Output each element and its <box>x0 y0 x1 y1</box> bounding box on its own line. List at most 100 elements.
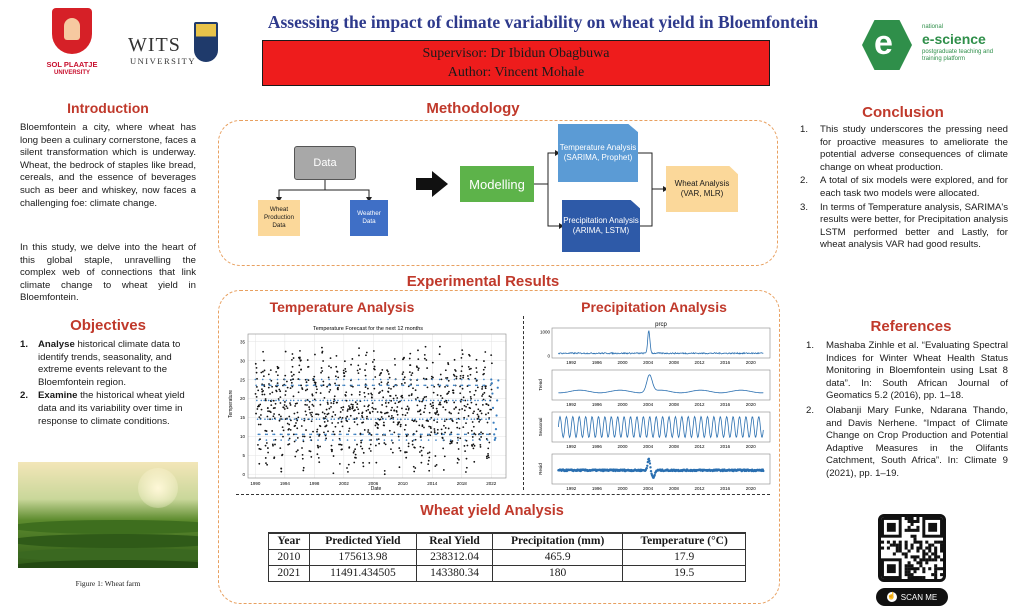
objective-keyword: Examine <box>38 390 78 402</box>
scan-me-button[interactable]: ☝ SCAN ME <box>876 588 948 606</box>
temp-observed-point <box>383 473 386 476</box>
temp-observed-point <box>409 352 412 355</box>
temp-observed-point <box>342 406 345 408</box>
qr-module <box>922 567 926 571</box>
qr-module <box>904 573 908 577</box>
temp-observed-point <box>278 388 281 391</box>
temp-observed-point <box>292 395 295 398</box>
temp-observed-point <box>340 406 343 409</box>
weather-data-node: Weather Data <box>350 200 388 236</box>
qr-module <box>898 543 902 547</box>
temp-observed-point <box>347 430 350 432</box>
temp-observed-point <box>398 421 401 424</box>
temp-observed-point <box>390 417 393 420</box>
prec-xtick-label: 1992 <box>566 444 577 449</box>
qr-module <box>913 576 917 579</box>
objectives-list: 1. Analyse historical climate data to id… <box>20 339 198 429</box>
temp-observed-point <box>447 427 450 430</box>
temp-observed-point <box>362 451 365 454</box>
temp-observed-point <box>433 428 436 430</box>
temp-fitted-point <box>329 399 332 402</box>
temp-observed-point <box>257 423 260 426</box>
temp-observed-point <box>292 357 295 359</box>
temp-observed-point <box>283 404 286 406</box>
temp-observed-point <box>466 444 469 447</box>
wits-logo-subtext: UNIVERSITY <box>130 56 196 66</box>
reference-number: 2. <box>806 404 815 416</box>
temp-observed-point <box>259 438 261 441</box>
qr-module <box>907 528 911 532</box>
temp-observed-point <box>307 379 310 382</box>
temp-fitted-point <box>399 433 401 436</box>
qr-module <box>928 558 932 562</box>
temp-observed-point <box>460 357 463 359</box>
temp-observed-point <box>345 399 348 402</box>
temp-observed-point <box>303 419 306 422</box>
temp-observed-point <box>366 387 369 390</box>
temp-fitted-point <box>295 439 297 441</box>
temp-observed-point <box>427 420 429 423</box>
temp-fitted-point <box>284 384 287 387</box>
temp-observed-point <box>391 451 394 454</box>
temp-observed-point <box>483 360 485 362</box>
temp-observed-point <box>293 412 296 415</box>
temp-observed-point <box>417 410 419 413</box>
temp-fitted-point <box>383 439 386 441</box>
qr-module <box>901 552 905 556</box>
temp-observed-point <box>439 394 442 397</box>
qr-module <box>913 540 917 544</box>
temp-observed-point <box>348 446 351 449</box>
temp-observed-point <box>459 400 462 403</box>
temp-observed-point <box>375 461 378 464</box>
qr-module <box>907 564 911 568</box>
temp-observed-point <box>272 415 275 418</box>
temp-fitted-point <box>390 439 393 441</box>
temp-observed-point <box>456 457 459 460</box>
temp-observed-point <box>264 444 267 447</box>
temp-fitted-point <box>460 384 462 387</box>
temp-observed-point <box>449 442 452 445</box>
temp-observed-point <box>289 379 292 381</box>
temp-xtick-label: 2010 <box>398 481 409 486</box>
qr-code[interactable] <box>878 514 946 582</box>
temp-observed-point <box>296 402 298 405</box>
temp-fitted-point <box>371 399 373 402</box>
qr-module <box>892 540 896 544</box>
temp-observed-point <box>401 407 403 410</box>
temp-observed-point <box>321 411 324 414</box>
sun-glow-icon <box>138 468 178 508</box>
temp-observed-point <box>453 358 456 361</box>
temp-observed-point <box>441 397 444 399</box>
temp-observed-point <box>301 387 303 389</box>
temp-observed-point <box>386 383 389 385</box>
temp-observed-point <box>259 423 262 426</box>
temp-forecast-point <box>490 378 493 381</box>
temp-fitted-point <box>419 433 422 436</box>
e-science-logo-line3: postgraduate teaching and training platf… <box>922 49 994 62</box>
experimental-results-box <box>218 290 780 604</box>
temp-observed-point <box>443 455 446 458</box>
qr-module <box>904 543 908 547</box>
temp-observed-point <box>369 450 372 452</box>
temp-observed-point <box>428 456 431 459</box>
temp-fitted-point <box>471 433 473 436</box>
temp-observed-point <box>430 431 433 434</box>
qr-module <box>934 549 938 553</box>
temp-observed-point <box>345 391 348 394</box>
temp-observed-point <box>396 397 399 399</box>
temp-observed-point <box>269 411 272 414</box>
conclusion-item: 2. A total of six models were explored, a… <box>800 175 1008 200</box>
temp-observed-point <box>331 448 334 451</box>
temp-observed-point <box>392 385 395 388</box>
temp-observed-point <box>470 401 473 404</box>
temp-fitted-point <box>320 384 322 387</box>
temp-observed-point <box>357 372 360 374</box>
temp-observed-point <box>315 391 318 394</box>
temp-observed-point <box>370 439 372 441</box>
temp-observed-point <box>480 412 483 415</box>
wheat-farm-image <box>18 462 198 568</box>
temp-observed-point <box>320 371 322 374</box>
temp-ytick-label: 35 <box>240 339 246 344</box>
temp-observed-point <box>488 417 491 419</box>
temp-fitted-point <box>274 418 277 420</box>
